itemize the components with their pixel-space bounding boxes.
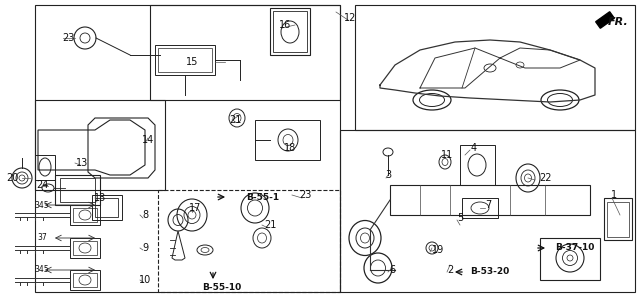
Bar	[150, 5, 340, 100]
Bar	[70, 270, 100, 290]
Bar	[540, 238, 600, 280]
Text: 3: 3	[385, 170, 391, 180]
Text: 7: 7	[485, 200, 491, 210]
Bar	[35, 100, 165, 190]
Bar	[60, 178, 95, 202]
Text: 13: 13	[76, 158, 88, 168]
Text: 22: 22	[539, 173, 551, 183]
Bar	[607, 202, 629, 237]
Text: 2: 2	[447, 265, 453, 275]
Text: 4: 4	[471, 143, 477, 153]
Bar	[390, 185, 590, 215]
Text: FR.: FR.	[608, 17, 628, 27]
Bar	[73, 208, 97, 222]
Text: 6: 6	[389, 265, 395, 275]
Bar	[158, 48, 212, 72]
Text: 12: 12	[344, 13, 356, 23]
Text: 15: 15	[186, 57, 198, 67]
Bar	[95, 198, 118, 217]
Bar	[273, 11, 307, 52]
Text: 11: 11	[441, 150, 453, 160]
Bar	[70, 205, 100, 225]
FancyArrow shape	[596, 12, 614, 28]
Bar	[355, 5, 635, 130]
Text: 20: 20	[6, 173, 18, 183]
Bar	[73, 273, 97, 287]
Text: 17: 17	[189, 203, 201, 213]
Text: 5: 5	[457, 213, 463, 223]
Text: 23: 23	[62, 33, 74, 43]
Text: 23: 23	[299, 190, 311, 200]
Text: B-37-10: B-37-10	[556, 243, 595, 252]
Text: 24: 24	[36, 180, 48, 190]
Text: B-55-1: B-55-1	[246, 193, 280, 202]
Text: 19: 19	[432, 245, 444, 255]
Bar	[158, 190, 340, 292]
Bar	[462, 198, 498, 218]
Bar	[70, 238, 100, 258]
Bar	[55, 175, 100, 205]
Text: 16: 16	[279, 20, 291, 30]
Bar	[270, 8, 310, 55]
Text: 21: 21	[229, 115, 241, 125]
Text: B-55-10: B-55-10	[202, 283, 242, 292]
Bar	[92, 195, 122, 220]
Text: 37: 37	[37, 234, 47, 242]
Text: 345: 345	[35, 266, 49, 274]
Text: 9: 9	[142, 243, 148, 253]
Bar	[73, 241, 97, 255]
Text: 10: 10	[139, 275, 151, 285]
Bar	[460, 145, 495, 185]
Bar	[255, 120, 320, 160]
Text: 345: 345	[35, 201, 49, 210]
Text: 21: 21	[264, 220, 276, 230]
Bar	[155, 45, 215, 75]
Text: 18: 18	[284, 143, 296, 153]
Bar	[604, 198, 632, 240]
Text: 14: 14	[142, 135, 154, 145]
Text: B-53-20: B-53-20	[470, 268, 509, 277]
Text: 13: 13	[94, 193, 106, 203]
Bar	[35, 5, 340, 292]
Text: 1: 1	[611, 190, 617, 200]
Text: 8: 8	[142, 210, 148, 220]
Bar	[340, 130, 635, 292]
